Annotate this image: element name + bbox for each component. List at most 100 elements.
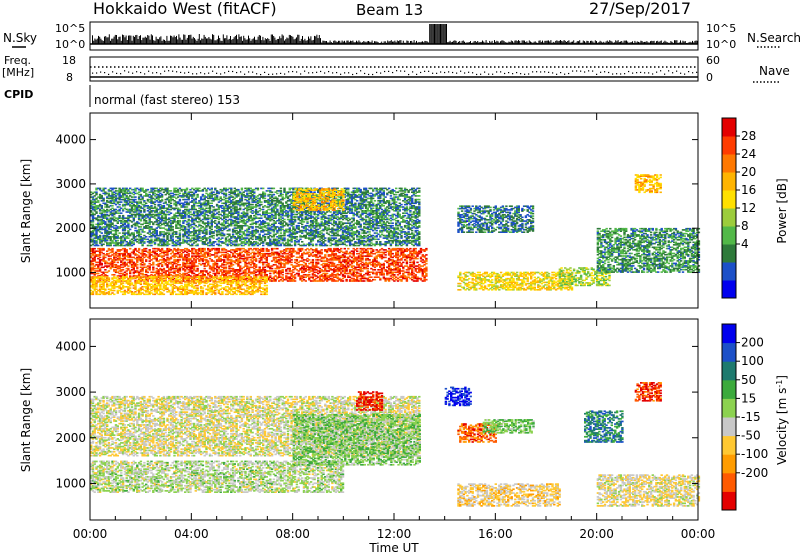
nsky-bar bbox=[135, 35, 136, 44]
beam-title: Beam 13 bbox=[356, 1, 423, 19]
nsky-bar bbox=[205, 37, 206, 44]
power-cell bbox=[104, 289, 106, 291]
power-cell bbox=[117, 240, 119, 242]
power-cell bbox=[104, 188, 106, 190]
nave-dot bbox=[340, 74, 341, 75]
nave-dot bbox=[552, 72, 553, 73]
nsky-bar bbox=[248, 36, 249, 44]
power-cell bbox=[301, 248, 303, 250]
nsky-bar bbox=[192, 39, 193, 44]
nsky-bar bbox=[240, 37, 241, 44]
power-cell bbox=[95, 191, 97, 193]
nave-dot bbox=[688, 71, 689, 72]
nsky-bar bbox=[204, 35, 205, 44]
power-cell bbox=[136, 264, 138, 266]
nsky-bar bbox=[111, 39, 112, 44]
nave-dot bbox=[608, 72, 609, 73]
nave-dot bbox=[400, 70, 401, 71]
power-cell bbox=[289, 268, 291, 270]
power-cell bbox=[111, 222, 113, 224]
nsky-bar bbox=[99, 37, 100, 44]
nave-dot bbox=[232, 71, 233, 72]
cpid-label: CPID bbox=[4, 88, 33, 101]
nsky-bar bbox=[159, 37, 160, 44]
nsky-bar bbox=[129, 35, 130, 44]
power-cell bbox=[165, 279, 167, 281]
nave-dot bbox=[584, 71, 585, 72]
nsky-bar bbox=[229, 39, 230, 44]
power-cell bbox=[321, 249, 323, 251]
power-cell bbox=[102, 248, 104, 250]
nave-dot bbox=[168, 70, 169, 71]
freq-tick-top: 18 bbox=[62, 54, 76, 67]
power-cell bbox=[292, 248, 294, 250]
power-cell bbox=[425, 248, 427, 250]
power-cell bbox=[392, 253, 394, 255]
nsky-bar bbox=[435, 24, 436, 44]
nsky-bar bbox=[249, 38, 250, 44]
nave-dot bbox=[592, 70, 593, 71]
power-cell bbox=[321, 252, 323, 254]
nsky-bar bbox=[212, 34, 213, 44]
power-cell bbox=[232, 264, 234, 266]
nave-dot bbox=[524, 74, 525, 75]
power-cell bbox=[347, 248, 349, 250]
power-cell bbox=[235, 294, 237, 296]
nsky-bar bbox=[145, 37, 146, 44]
nave-dot bbox=[516, 72, 517, 73]
nsky-bar bbox=[224, 38, 225, 44]
power-cell bbox=[255, 258, 257, 260]
nsky-bar bbox=[189, 35, 190, 44]
nsky-bar bbox=[446, 24, 447, 44]
power-cell bbox=[202, 287, 204, 289]
nave-dot bbox=[548, 72, 549, 73]
nsky-bar bbox=[434, 24, 435, 44]
power-cell bbox=[179, 259, 181, 261]
power-cell bbox=[205, 270, 207, 272]
power-cell bbox=[127, 237, 129, 239]
power-cell bbox=[129, 248, 131, 250]
power-cell bbox=[269, 275, 271, 277]
nave-dot bbox=[244, 74, 245, 75]
nsky-bar bbox=[262, 37, 263, 44]
nsky-bar bbox=[444, 24, 445, 44]
nsky-bar bbox=[123, 35, 124, 44]
power-cells bbox=[90, 174, 700, 295]
power-cell bbox=[420, 278, 422, 280]
nsky-tick-bottom: 10^0 bbox=[55, 38, 85, 51]
power-cell bbox=[204, 248, 206, 250]
power-cell bbox=[266, 287, 268, 289]
nsky-bar bbox=[280, 38, 281, 44]
nave-dot bbox=[144, 73, 145, 74]
nave-dot bbox=[468, 72, 469, 73]
power-cell bbox=[134, 227, 136, 229]
nsky-bar bbox=[302, 36, 303, 44]
nsky-bar bbox=[259, 35, 260, 44]
power-cell bbox=[425, 263, 427, 265]
nsky-bar bbox=[432, 24, 433, 44]
power-cell bbox=[204, 285, 206, 287]
power-cell bbox=[255, 264, 257, 266]
nsky-bar bbox=[198, 39, 199, 44]
nave-dot bbox=[192, 73, 193, 74]
nsky-bar bbox=[122, 35, 123, 44]
nsky-bar bbox=[314, 36, 315, 44]
power-cell bbox=[333, 263, 335, 265]
nave-dot bbox=[460, 71, 461, 72]
nsky-bar bbox=[151, 34, 152, 44]
nsky-bar bbox=[290, 35, 291, 44]
nsky-bar bbox=[218, 36, 219, 44]
nave-dot bbox=[412, 71, 413, 72]
power-cell bbox=[97, 245, 99, 247]
nsky-bar bbox=[188, 35, 189, 44]
power-cell bbox=[218, 248, 220, 250]
power-cell bbox=[118, 215, 120, 217]
nave-dot bbox=[424, 71, 425, 72]
nsky-bar bbox=[234, 37, 235, 44]
power-cell bbox=[305, 280, 307, 282]
power-cell bbox=[172, 276, 174, 278]
nsky-bar bbox=[106, 37, 107, 44]
power-cell bbox=[255, 276, 257, 278]
nave-dot bbox=[484, 72, 485, 73]
cpid-text: normal (fast stereo) 153 bbox=[94, 93, 240, 107]
